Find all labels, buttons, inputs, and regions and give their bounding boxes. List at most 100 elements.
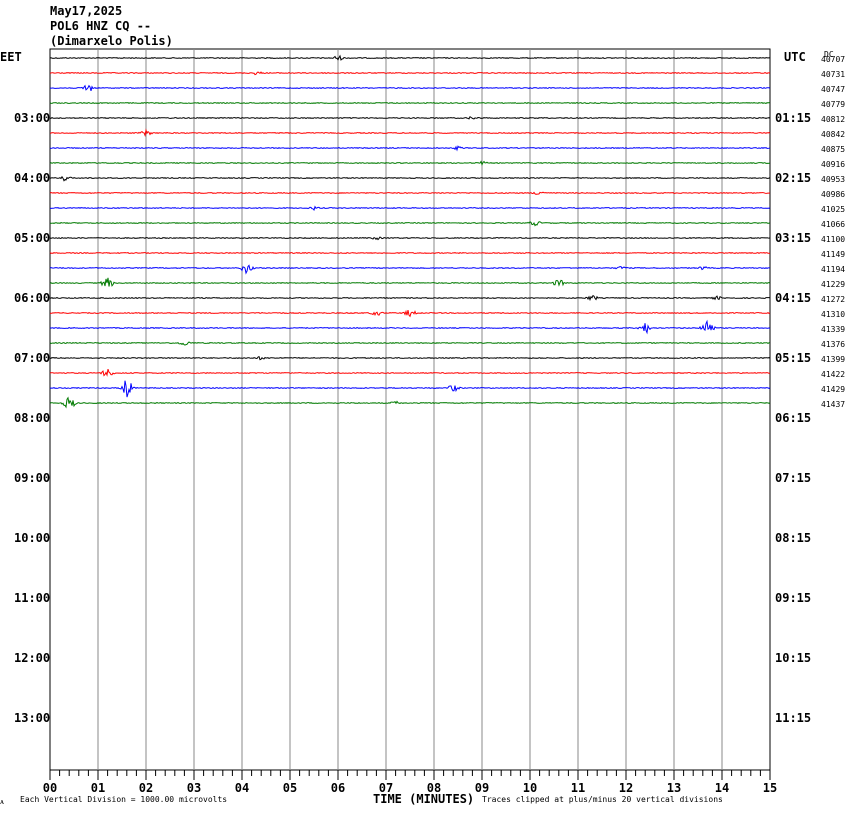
dc-offset-label: 40707 [821, 55, 845, 64]
x-tick-label: 01 [91, 781, 105, 795]
dc-offset-label: 40842 [821, 130, 845, 139]
left-hour-label: 13:00 [14, 711, 50, 725]
trace-line [49, 145, 771, 152]
right-hour-label: 02:15 [775, 171, 811, 185]
dc-offset-label: 41149 [821, 250, 845, 259]
trace-line [49, 341, 770, 346]
dc-offset-label: 41399 [821, 355, 845, 364]
dc-offset-label: 41100 [821, 235, 845, 244]
dc-offset-label: 41272 [821, 295, 845, 304]
left-hour-label: 12:00 [14, 651, 50, 665]
trace-line [49, 160, 771, 166]
x-axis-title: TIME (MINUTES) [373, 792, 474, 806]
trace-line [49, 277, 771, 287]
left-hour-label: 03:00 [14, 111, 50, 125]
trace-line [49, 236, 771, 241]
dc-offset-label: 40812 [821, 115, 845, 124]
dc-offset-label: 41066 [821, 220, 845, 229]
trace-line [49, 355, 771, 361]
grid-lines [49, 48, 771, 780]
x-tick-label: 10 [523, 781, 537, 795]
x-tick-label: 08 [427, 781, 441, 795]
x-tick-label: 09 [475, 781, 489, 795]
trace-line [49, 309, 771, 318]
dc-offset-label: 41229 [821, 280, 845, 289]
trace-line [49, 191, 771, 195]
trace-line [49, 251, 771, 255]
x-tick-label: 03 [187, 781, 201, 795]
dc-offset-label: 41310 [821, 310, 845, 319]
x-tick-label: 00 [43, 781, 57, 795]
left-hour-label: 11:00 [14, 591, 50, 605]
dc-offset-label: 41339 [821, 325, 845, 334]
dc-offset-label: 40953 [821, 175, 845, 184]
x-tick-label: 02 [139, 781, 153, 795]
x-tick-label: 14 [715, 781, 729, 795]
dc-offset-label: 41376 [821, 340, 845, 349]
dc-offset-label: 41437 [821, 400, 845, 409]
dc-offset-label: 40731 [821, 70, 845, 79]
right-timezone-label: UTC [784, 50, 806, 64]
x-tick-label: 13 [667, 781, 681, 795]
trace-line [49, 319, 771, 335]
left-hour-label: 10:00 [14, 531, 50, 545]
plot-frame [49, 48, 771, 771]
x-tick-label: 07 [379, 781, 393, 795]
trace-line [49, 54, 771, 61]
right-hour-label: 03:15 [775, 231, 811, 245]
right-hour-label: 10:15 [775, 651, 811, 665]
dc-offset-label: 40747 [821, 85, 845, 94]
dc-header-label: DC [824, 50, 834, 59]
left-hour-label: 06:00 [14, 291, 50, 305]
right-hour-label: 09:15 [775, 591, 811, 605]
dc-offset-label: 41429 [821, 385, 845, 394]
x-tick-label: 04 [235, 781, 249, 795]
trace-line [49, 221, 771, 227]
right-hour-label: 07:15 [775, 471, 811, 485]
trace-line [49, 294, 771, 302]
x-tick-label: 12 [619, 781, 633, 795]
left-hour-label: 04:00 [14, 171, 50, 185]
trace-line [49, 101, 771, 105]
x-tick-label: 15 [763, 781, 777, 795]
right-hour-label: 01:15 [775, 111, 811, 125]
x-tick-label: 05 [283, 781, 297, 795]
trace-line [49, 84, 771, 92]
left-hour-label: 09:00 [14, 471, 50, 485]
dc-offset-label: 41025 [821, 205, 845, 214]
right-hour-label: 08:15 [775, 531, 811, 545]
dc-offset-label: 40875 [821, 145, 845, 154]
trace-line [49, 71, 771, 76]
trace-line [49, 175, 771, 182]
trace-line [49, 396, 771, 409]
dc-offset-label: 40779 [821, 100, 845, 109]
corner-mark: ᴀ [0, 797, 5, 806]
left-hour-label: 07:00 [14, 351, 50, 365]
dc-offset-label: 41194 [821, 265, 845, 274]
left-timezone-label: EET [0, 50, 22, 64]
seismic-traces [49, 54, 771, 409]
dc-offset-label: 40916 [821, 160, 845, 169]
left-hour-label: 08:00 [14, 411, 50, 425]
trace-line [49, 205, 771, 212]
right-hour-label: 04:15 [775, 291, 811, 305]
trace-line [49, 115, 771, 120]
x-tick-label: 06 [331, 781, 345, 795]
right-hour-label: 05:15 [775, 351, 811, 365]
left-hour-label: 05:00 [14, 231, 50, 245]
dc-offset-label: 40986 [821, 190, 845, 199]
trace-line [49, 380, 771, 398]
axis-labels: 00 01 02 03 04 05 06 07 08 09 10 11 12 13 14 15 40707 407… [14, 55, 845, 795]
location-label: (Dimarxelo Polis) [50, 34, 173, 48]
scale-note: Each Vertical Division = 1000.00 microvo… [20, 795, 227, 804]
trace-line [49, 128, 771, 138]
right-hour-label: 06:15 [775, 411, 811, 425]
date-label: May17,2025 [50, 4, 123, 18]
right-hour-label: 11:15 [775, 711, 811, 725]
x-tick-label: 11 [571, 781, 585, 795]
trace-line [49, 368, 771, 377]
dc-offset-label: 41422 [821, 370, 845, 379]
station-label: POL6 HNZ CQ -- [50, 19, 152, 33]
trace-line [49, 264, 770, 275]
